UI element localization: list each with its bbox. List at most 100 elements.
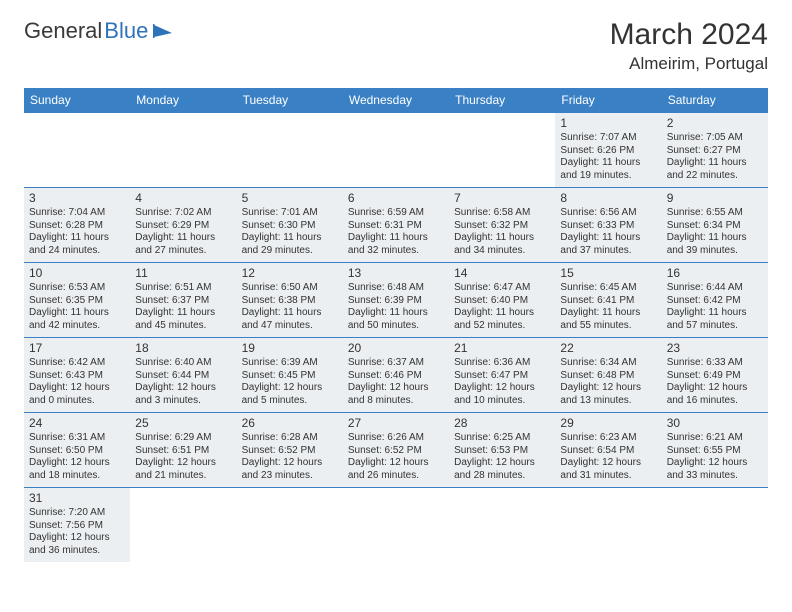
sunset-text: Sunset: 6:42 PM — [667, 295, 763, 308]
daylight-text: Daylight: 11 hours — [135, 232, 231, 245]
calendar-day-cell: 12Sunrise: 6:50 AMSunset: 6:38 PMDayligh… — [237, 263, 343, 338]
sunset-text: Sunset: 6:47 PM — [454, 370, 550, 383]
daylight-text: and 47 minutes. — [242, 320, 338, 333]
daylight-text: Daylight: 11 hours — [348, 307, 444, 320]
daylight-text: and 42 minutes. — [29, 320, 125, 333]
sunrise-text: Sunrise: 7:05 AM — [667, 132, 763, 145]
daylight-text: and 8 minutes. — [348, 395, 444, 408]
calendar-blank-cell — [237, 488, 343, 563]
calendar-week-row: 1Sunrise: 7:07 AMSunset: 6:26 PMDaylight… — [24, 113, 768, 188]
daylight-text: Daylight: 12 hours — [242, 457, 338, 470]
day-number: 18 — [135, 341, 231, 356]
day-number: 8 — [560, 191, 656, 206]
sunset-text: Sunset: 6:54 PM — [560, 445, 656, 458]
weekday-header: Tuesday — [237, 88, 343, 113]
daylight-text: Daylight: 11 hours — [135, 307, 231, 320]
daylight-text: and 22 minutes. — [667, 170, 763, 183]
calendar-blank-cell — [130, 488, 236, 563]
calendar-day-cell: 1Sunrise: 7:07 AMSunset: 6:26 PMDaylight… — [555, 113, 661, 188]
calendar-day-cell: 2Sunrise: 7:05 AMSunset: 6:27 PMDaylight… — [662, 113, 768, 188]
daylight-text: Daylight: 11 hours — [29, 307, 125, 320]
weekday-header: Wednesday — [343, 88, 449, 113]
daylight-text: Daylight: 12 hours — [560, 457, 656, 470]
calendar-blank-cell — [449, 488, 555, 563]
calendar-day-cell: 27Sunrise: 6:26 AMSunset: 6:52 PMDayligh… — [343, 413, 449, 488]
day-number: 1 — [560, 116, 656, 131]
calendar-table: SundayMondayTuesdayWednesdayThursdayFrid… — [24, 88, 768, 562]
sunrise-text: Sunrise: 6:33 AM — [667, 357, 763, 370]
logo-flag-icon — [152, 23, 174, 39]
sunset-text: Sunset: 6:53 PM — [454, 445, 550, 458]
sunset-text: Sunset: 6:29 PM — [135, 220, 231, 233]
weekday-header: Saturday — [662, 88, 768, 113]
daylight-text: and 39 minutes. — [667, 245, 763, 258]
calendar-body: 1Sunrise: 7:07 AMSunset: 6:26 PMDaylight… — [24, 113, 768, 563]
daylight-text: Daylight: 11 hours — [667, 157, 763, 170]
sunrise-text: Sunrise: 6:36 AM — [454, 357, 550, 370]
calendar-day-cell: 7Sunrise: 6:58 AMSunset: 6:32 PMDaylight… — [449, 188, 555, 263]
calendar-week-row: 24Sunrise: 6:31 AMSunset: 6:50 PMDayligh… — [24, 413, 768, 488]
daylight-text: and 21 minutes. — [135, 470, 231, 483]
sunset-text: Sunset: 6:28 PM — [29, 220, 125, 233]
daylight-text: and 0 minutes. — [29, 395, 125, 408]
daylight-text: and 23 minutes. — [242, 470, 338, 483]
day-number: 23 — [667, 341, 763, 356]
daylight-text: and 33 minutes. — [667, 470, 763, 483]
sunrise-text: Sunrise: 6:29 AM — [135, 432, 231, 445]
sunrise-text: Sunrise: 6:55 AM — [667, 207, 763, 220]
day-number: 20 — [348, 341, 444, 356]
calendar-blank-cell — [662, 488, 768, 563]
sunrise-text: Sunrise: 6:40 AM — [135, 357, 231, 370]
weekday-header: Friday — [555, 88, 661, 113]
day-number: 30 — [667, 416, 763, 431]
weekday-header: Sunday — [24, 88, 130, 113]
day-number: 31 — [29, 491, 125, 506]
sunset-text: Sunset: 6:52 PM — [242, 445, 338, 458]
sunset-text: Sunset: 6:27 PM — [667, 145, 763, 158]
daylight-text: and 52 minutes. — [454, 320, 550, 333]
sunset-text: Sunset: 6:49 PM — [667, 370, 763, 383]
calendar-day-cell: 19Sunrise: 6:39 AMSunset: 6:45 PMDayligh… — [237, 338, 343, 413]
calendar-blank-cell — [449, 113, 555, 188]
title-block: March 2024 Almeirim, Portugal — [610, 18, 768, 74]
daylight-text: Daylight: 11 hours — [29, 232, 125, 245]
day-number: 14 — [454, 266, 550, 281]
sunrise-text: Sunrise: 6:58 AM — [454, 207, 550, 220]
sunset-text: Sunset: 6:35 PM — [29, 295, 125, 308]
weekday-header: Monday — [130, 88, 236, 113]
daylight-text: Daylight: 11 hours — [667, 307, 763, 320]
daylight-text: Daylight: 11 hours — [560, 157, 656, 170]
sunrise-text: Sunrise: 7:20 AM — [29, 507, 125, 520]
sunrise-text: Sunrise: 6:44 AM — [667, 282, 763, 295]
day-number: 13 — [348, 266, 444, 281]
sunrise-text: Sunrise: 6:25 AM — [454, 432, 550, 445]
sunrise-text: Sunrise: 6:51 AM — [135, 282, 231, 295]
calendar-day-cell: 31Sunrise: 7:20 AMSunset: 7:56 PMDayligh… — [24, 488, 130, 563]
daylight-text: and 18 minutes. — [29, 470, 125, 483]
sunset-text: Sunset: 6:52 PM — [348, 445, 444, 458]
day-number: 10 — [29, 266, 125, 281]
calendar-blank-cell — [24, 113, 130, 188]
daylight-text: and 55 minutes. — [560, 320, 656, 333]
sunrise-text: Sunrise: 6:21 AM — [667, 432, 763, 445]
sunrise-text: Sunrise: 6:39 AM — [242, 357, 338, 370]
sunset-text: Sunset: 6:45 PM — [242, 370, 338, 383]
calendar-day-cell: 16Sunrise: 6:44 AMSunset: 6:42 PMDayligh… — [662, 263, 768, 338]
sunset-text: Sunset: 6:43 PM — [29, 370, 125, 383]
calendar-header-row: SundayMondayTuesdayWednesdayThursdayFrid… — [24, 88, 768, 113]
daylight-text: and 5 minutes. — [242, 395, 338, 408]
sunset-text: Sunset: 6:37 PM — [135, 295, 231, 308]
calendar-day-cell: 28Sunrise: 6:25 AMSunset: 6:53 PMDayligh… — [449, 413, 555, 488]
calendar-blank-cell — [555, 488, 661, 563]
daylight-text: and 32 minutes. — [348, 245, 444, 258]
calendar-day-cell: 24Sunrise: 6:31 AMSunset: 6:50 PMDayligh… — [24, 413, 130, 488]
daylight-text: and 34 minutes. — [454, 245, 550, 258]
daylight-text: Daylight: 11 hours — [348, 232, 444, 245]
calendar-day-cell: 13Sunrise: 6:48 AMSunset: 6:39 PMDayligh… — [343, 263, 449, 338]
daylight-text: Daylight: 12 hours — [454, 457, 550, 470]
sunrise-text: Sunrise: 6:47 AM — [454, 282, 550, 295]
calendar-day-cell: 22Sunrise: 6:34 AMSunset: 6:48 PMDayligh… — [555, 338, 661, 413]
calendar-day-cell: 9Sunrise: 6:55 AMSunset: 6:34 PMDaylight… — [662, 188, 768, 263]
calendar-day-cell: 30Sunrise: 6:21 AMSunset: 6:55 PMDayligh… — [662, 413, 768, 488]
calendar-day-cell: 8Sunrise: 6:56 AMSunset: 6:33 PMDaylight… — [555, 188, 661, 263]
